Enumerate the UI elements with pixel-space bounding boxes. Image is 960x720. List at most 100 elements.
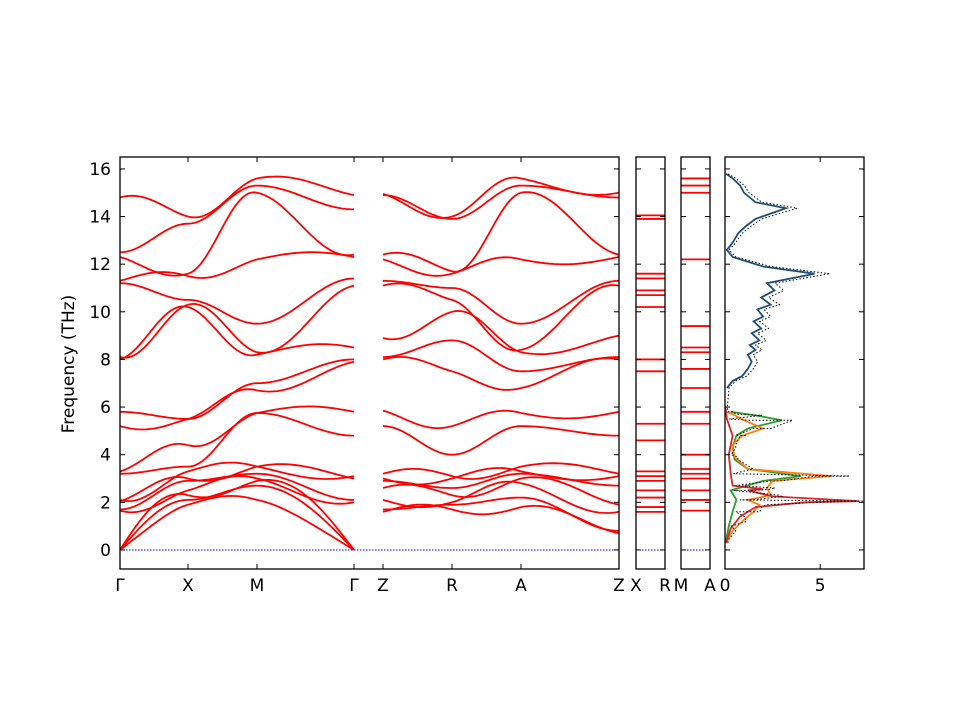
band-line [451, 299, 522, 352]
band-line [382, 251, 453, 273]
band-line [256, 191, 355, 257]
band-line [256, 484, 355, 551]
band-line [451, 310, 522, 354]
band-line [256, 358, 355, 385]
band-line [382, 279, 452, 289]
band-line [187, 382, 258, 420]
band-line [451, 425, 522, 456]
band-line [187, 184, 258, 225]
x-tick-label: M [674, 576, 689, 596]
band-line [451, 465, 522, 480]
x-tick-label: R [659, 576, 671, 596]
dos-total-dotted [726, 173, 865, 543]
band-line [451, 176, 522, 218]
band-line [187, 495, 258, 506]
band-line [256, 277, 355, 325]
band-line [382, 499, 453, 509]
band-line [187, 412, 258, 468]
band-line [382, 468, 453, 477]
band-line [382, 483, 453, 497]
axis-ticks [119, 157, 864, 569]
band-line [520, 482, 620, 514]
band-line [256, 479, 355, 551]
band-line [187, 388, 258, 420]
band-line [520, 256, 620, 266]
band-line [187, 258, 258, 279]
band-line [520, 177, 620, 196]
band-line [187, 412, 258, 448]
band-line [382, 310, 453, 341]
band-line [451, 506, 522, 516]
band-line [187, 480, 258, 499]
band-line [256, 472, 355, 501]
y-tick-label: 14 [89, 208, 111, 228]
band-line [256, 343, 355, 356]
band-line [256, 463, 355, 480]
band-line [520, 334, 620, 356]
dos-x-tick-label: 5 [815, 576, 826, 596]
y-tick-label: 6 [100, 398, 111, 418]
band-line [119, 271, 189, 282]
x-tick-label: X [630, 576, 642, 596]
band-line [451, 467, 522, 480]
dos-x-tick-label: 0 [720, 576, 731, 596]
band-line [451, 370, 522, 391]
band-line [382, 409, 453, 429]
band-line [187, 299, 258, 325]
band-line [520, 191, 620, 256]
band-line [119, 470, 189, 502]
band-line [256, 499, 355, 551]
band-line [451, 339, 522, 373]
band-line [119, 489, 189, 514]
band-line [383, 339, 452, 358]
band-line [119, 476, 189, 502]
band-line [120, 465, 188, 475]
band-line [187, 465, 258, 482]
y-tick-label: 8 [100, 350, 111, 370]
y-tick-label: 12 [89, 255, 111, 275]
x-tick-label: Z [377, 576, 389, 596]
x-tick-label: Γ [115, 576, 125, 596]
x-tick-label: X [182, 576, 194, 596]
y-tick-label: 16 [89, 160, 111, 180]
band-line [119, 443, 189, 473]
band-line [119, 194, 189, 218]
band-line [521, 356, 620, 373]
band-line [451, 477, 522, 498]
band-line [382, 258, 453, 277]
dos-curve [725, 410, 832, 544]
x-tick-label: A [515, 576, 527, 596]
band-line [382, 356, 453, 373]
band-line [520, 496, 620, 532]
band-line [520, 476, 620, 506]
x-tick-label: Γ [349, 576, 359, 596]
band-line [451, 409, 522, 427]
band-line [382, 425, 453, 456]
y-tick-label: 0 [100, 541, 111, 561]
band-line [119, 256, 189, 277]
band-line [256, 412, 355, 437]
y-axis-label: Frequency (THz) [59, 295, 79, 434]
band-line [520, 284, 620, 351]
band-line [119, 503, 189, 551]
band-line [520, 425, 619, 437]
x-tick-label: M [250, 576, 265, 596]
y-tick-label: 4 [100, 446, 111, 466]
band-line [119, 418, 189, 431]
y-tick-label: 10 [89, 303, 111, 323]
band-line [520, 470, 620, 482]
axis-frames [119, 156, 865, 570]
band-line [382, 282, 453, 301]
band-line [520, 462, 620, 475]
band-line [256, 184, 355, 211]
band-line [256, 284, 355, 354]
band-line [520, 357, 620, 389]
x-tick-label: A [704, 576, 716, 596]
band-line [119, 222, 189, 254]
band-line [187, 177, 258, 219]
band-line [256, 175, 355, 196]
band-line [119, 305, 189, 361]
dos-axes [724, 156, 865, 570]
